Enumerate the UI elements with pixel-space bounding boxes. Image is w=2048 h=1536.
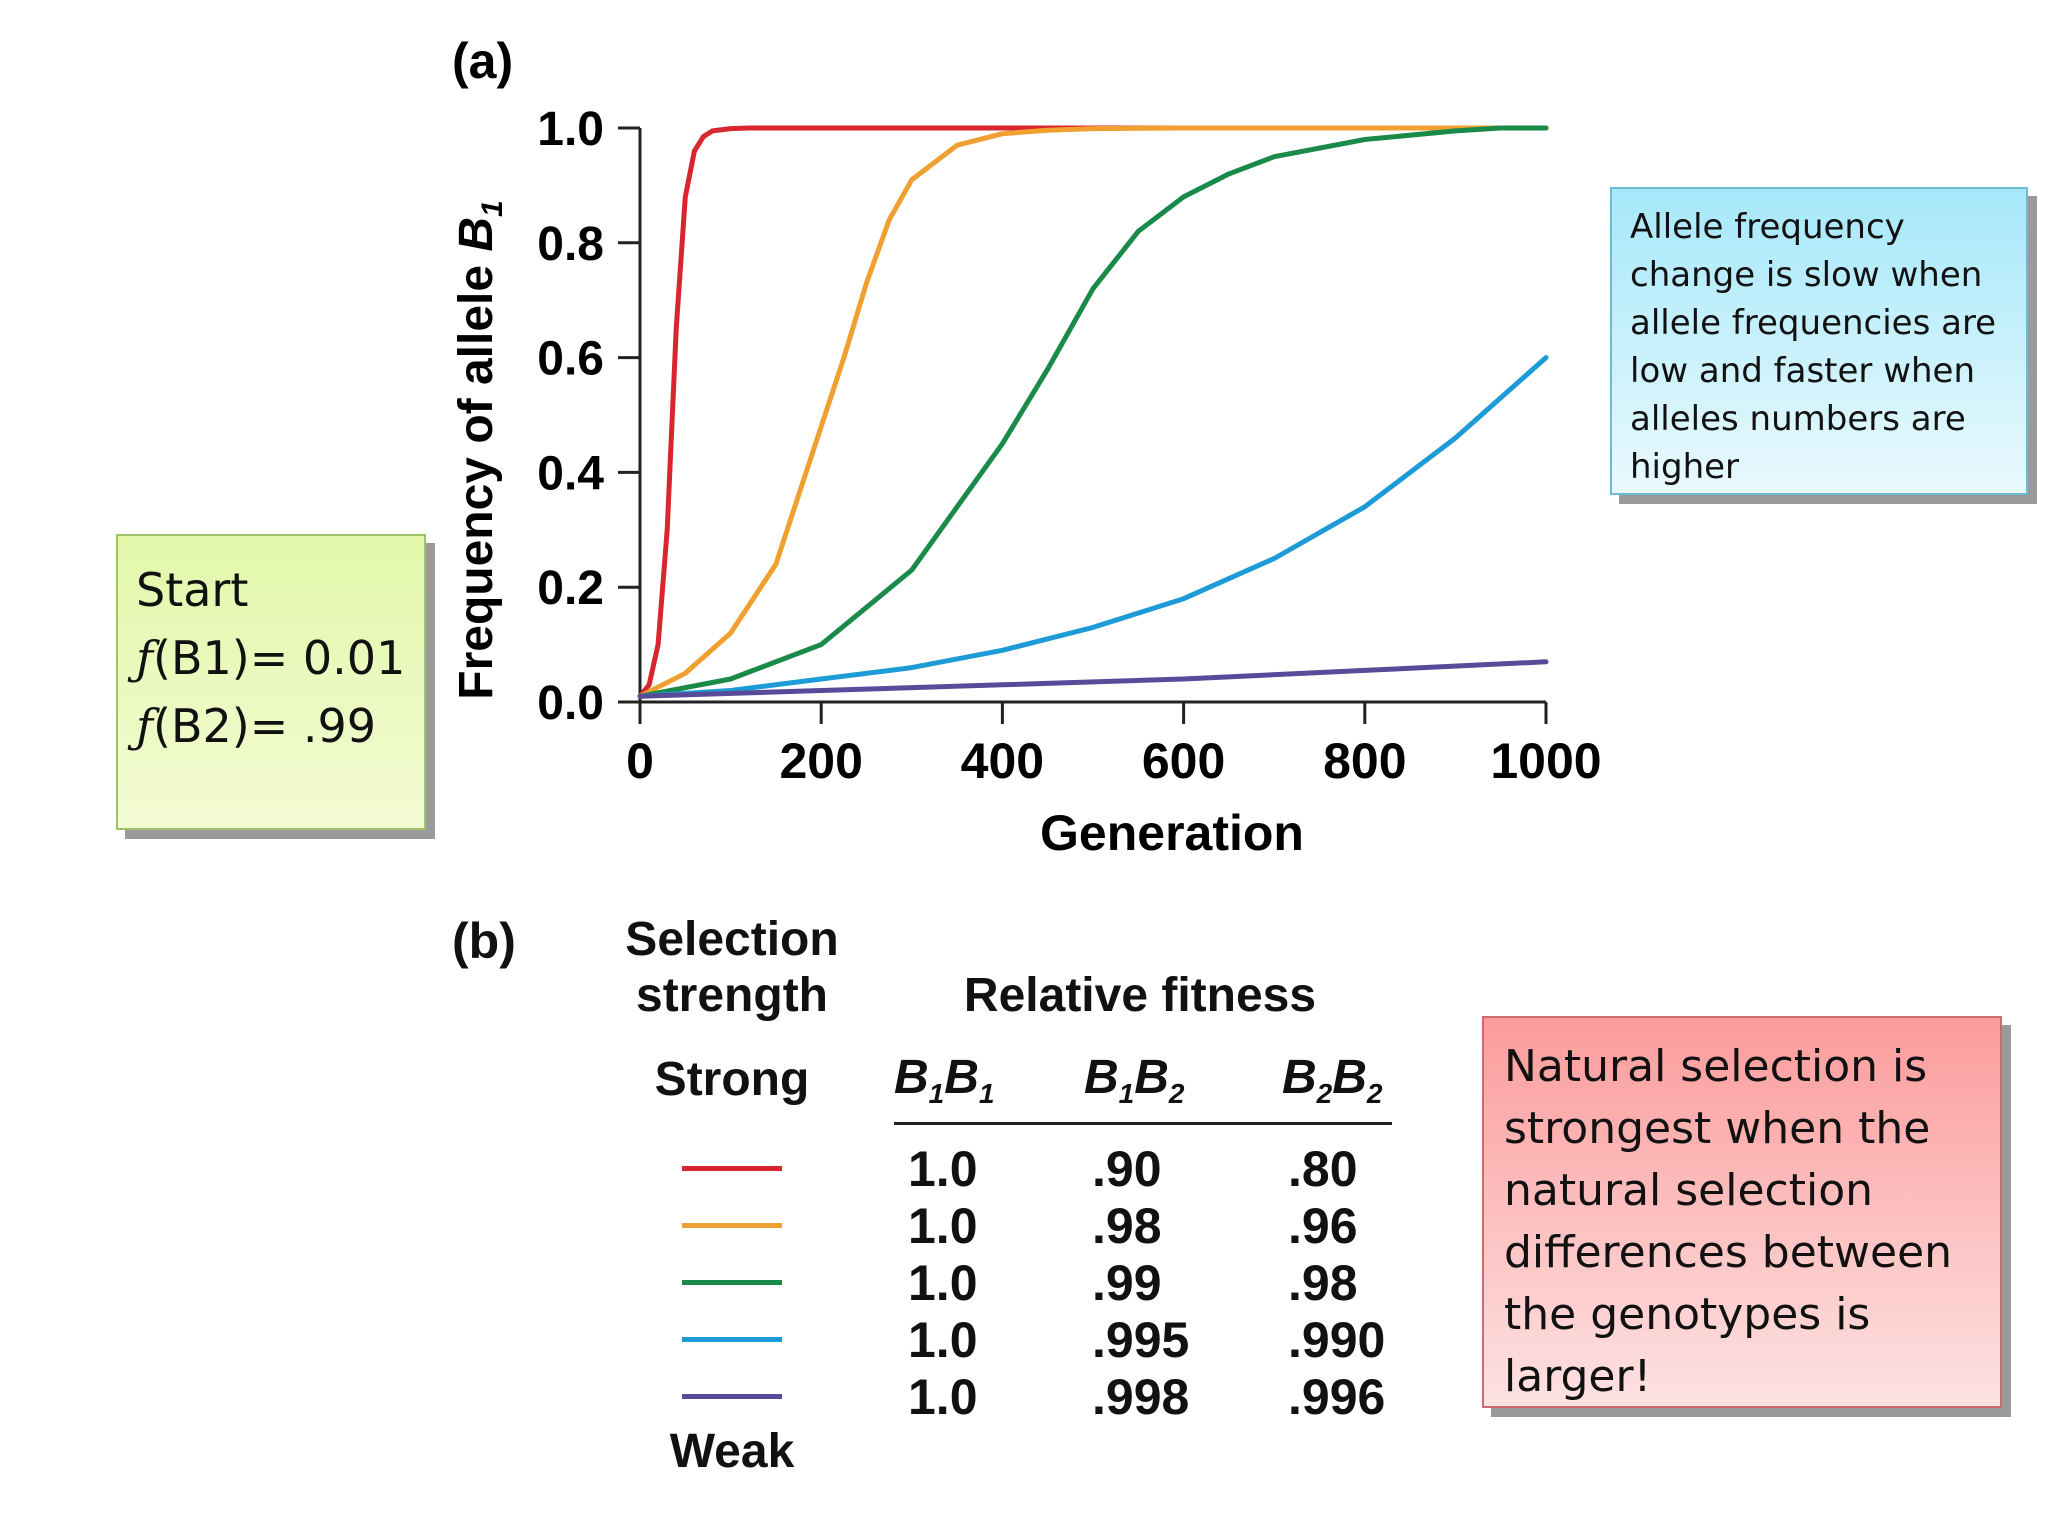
y-axis-label-allele: B [450, 217, 503, 252]
fitness-value-b2b2: .80 [1288, 1141, 1358, 1197]
fitness-value-b2b2: .98 [1288, 1255, 1358, 1311]
selection-heading-line1: Selection [625, 913, 839, 966]
fitness-value-b1b2: .98 [1092, 1198, 1162, 1254]
series-line-3 [637, 125, 1549, 699]
fitness-value-b1b1: 1.0 [908, 1141, 978, 1197]
x-tick-label: 400 [961, 733, 1044, 789]
x-tick-label: 800 [1323, 733, 1406, 789]
x-tick-label: 1000 [1490, 733, 1601, 789]
y-tick-label: 0.4 [537, 447, 604, 500]
chart-panel-label: (a) [452, 33, 513, 89]
fitness-value-b1b1: 1.0 [908, 1312, 978, 1368]
start-note-b2: ƒ(B2)= .99 [136, 699, 377, 753]
y-tick-label: 1.0 [537, 103, 604, 156]
strong-label: Strong [654, 1053, 810, 1106]
series-line-2 [637, 125, 1549, 699]
legend-swatch-1 [682, 1166, 782, 1171]
fitness-value-b2b2: .990 [1288, 1312, 1386, 1368]
start-note-b1: ƒ(B1)= 0.01 [136, 631, 406, 685]
fitness-value-b1b1: 1.0 [908, 1369, 978, 1425]
y-tick-label: 0.2 [537, 562, 604, 615]
series-line-4 [637, 355, 1549, 699]
selection-strength-note-text: Natural selection is strongest when the … [1504, 1041, 1953, 1402]
start-frequency-note: Start ƒ(B1)= 0.01 ƒ(B2)= .99 [116, 534, 426, 830]
selection-strength-note: Natural selection is strongest when the … [1482, 1016, 2002, 1408]
fitness-value-b2b2: .96 [1288, 1198, 1358, 1254]
y-axis-label: Frequency of allele B1 [450, 200, 509, 700]
legend-swatch-4 [682, 1337, 782, 1342]
chart-axes: 0 200 400 600 800 1000 0.0 0.2 0.4 0.6 0.8 1.0 [537, 103, 1601, 789]
y-tick-label: 0.0 [537, 677, 604, 730]
selection-strength-heading: Selection strength [600, 912, 864, 1024]
start-note-title: Start [136, 563, 249, 617]
series-line-1 [637, 125, 1549, 699]
genotype-header-3: B2B2 [1282, 1051, 1383, 1109]
genotype-header-1: B1B1 [894, 1051, 995, 1109]
weak-label: Weak [669, 1425, 795, 1478]
fitness-value-b1b2: .90 [1092, 1141, 1162, 1197]
y-tick-label: 0.8 [537, 218, 604, 271]
fitness-value-b1b2: .995 [1092, 1312, 1190, 1368]
allele-change-note-text: Allele frequency change is slow when all… [1630, 207, 1997, 487]
selection-heading-line2: strength [636, 969, 828, 1022]
y-tick-label: 0.6 [537, 333, 604, 386]
table-header-rule [894, 1122, 1392, 1125]
fitness-value-b1b1: 1.0 [908, 1255, 978, 1311]
legend-swatch-2 [682, 1223, 782, 1228]
fitness-value-b2b2: .996 [1288, 1369, 1386, 1425]
legend-swatch-3 [682, 1280, 782, 1285]
genotype-header-2: B1B2 [1084, 1051, 1185, 1109]
y-axis-label-main: Frequency of allele [450, 252, 503, 700]
fitness-value-b1b1: 1.0 [908, 1198, 978, 1254]
table-panel-label: (b) [452, 913, 516, 969]
legend-swatch-5 [682, 1394, 782, 1399]
x-tick-label: 0 [626, 733, 654, 789]
y-axis-label-sub: 1 [476, 200, 509, 217]
fitness-value-b1b2: .99 [1092, 1255, 1162, 1311]
x-tick-label: 200 [779, 733, 862, 789]
fitness-value-b1b2: .998 [1092, 1369, 1190, 1425]
x-tick-label: 600 [1142, 733, 1225, 789]
x-axis-label: Generation [1040, 805, 1304, 861]
series-line-5 [637, 659, 1549, 699]
relative-fitness-heading: Relative fitness [963, 969, 1317, 1022]
allele-change-note: Allele frequency change is slow when all… [1610, 187, 2028, 495]
chart-series [637, 125, 1549, 699]
